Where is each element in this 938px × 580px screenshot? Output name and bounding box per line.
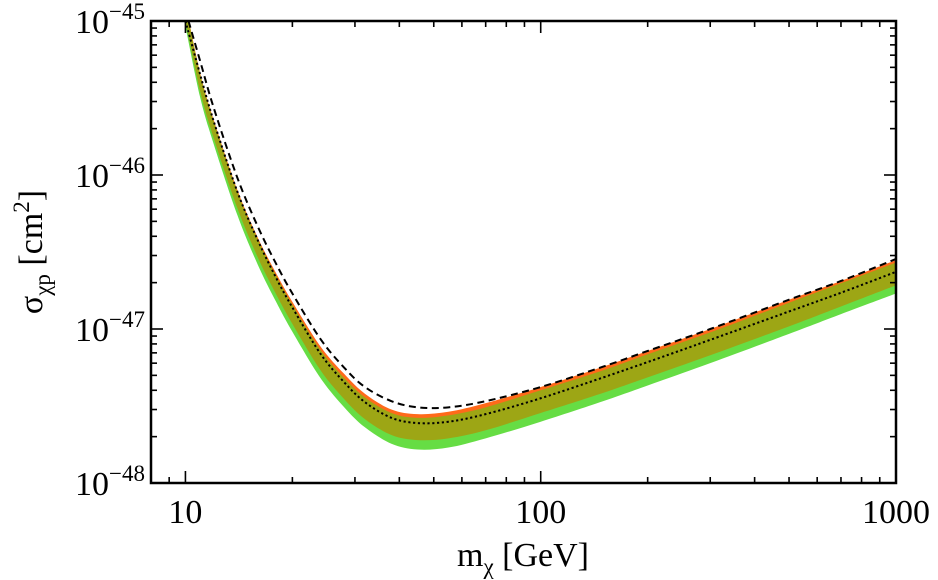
y-tick-label-exponent: −45: [109, 0, 145, 24]
x-axis-label-unit: [GeV]: [494, 537, 589, 574]
x-axis-ticks: 10 100 1000: [150, 21, 930, 531]
dotted-curve: [184, 21, 896, 425]
orange-band: [186, 21, 896, 436]
x-axis-label-base: m: [457, 537, 483, 574]
y-tick-label: 10−48: [75, 461, 145, 503]
y-tick-label: 10−45: [75, 0, 145, 41]
x-axis-label-subscript: χ: [482, 554, 494, 579]
x-tick-label: 100: [515, 494, 566, 531]
plot-area: [184, 21, 896, 450]
olive-band: [185, 21, 896, 441]
y-tick-label-base: 10: [75, 312, 109, 349]
y-tick-label-base: 10: [75, 466, 109, 503]
y-axis-label-unit-close: ]: [13, 190, 50, 201]
y-tick-label-base: 10: [75, 4, 109, 41]
y-axis-label: σχp [cm2]: [9, 190, 55, 314]
plot-frame: [149, 19, 898, 485]
y-axis-label-unit-open: [cm: [13, 213, 50, 274]
x-tick-label: 1000: [862, 494, 930, 531]
y-tick-label-base: 10: [75, 158, 109, 195]
y-tick-label-exponent: −47: [109, 307, 145, 332]
y-axis-label-subscript: χp: [30, 274, 55, 297]
dashed-curve: [187, 21, 896, 410]
y-tick-label-exponent: −46: [109, 153, 145, 178]
green-band: [184, 21, 896, 450]
y-tick-label: 10−47: [75, 307, 145, 349]
y-tick-label: 10−46: [75, 153, 145, 195]
y-axis-label-unit-exponent: 2: [9, 201, 34, 213]
x-tick-label: 10: [168, 494, 202, 531]
y-axis-label-base: σ: [13, 296, 50, 314]
y-tick-label-exponent: −48: [109, 461, 145, 486]
x-axis-label: mχ [GeV]: [457, 537, 589, 579]
